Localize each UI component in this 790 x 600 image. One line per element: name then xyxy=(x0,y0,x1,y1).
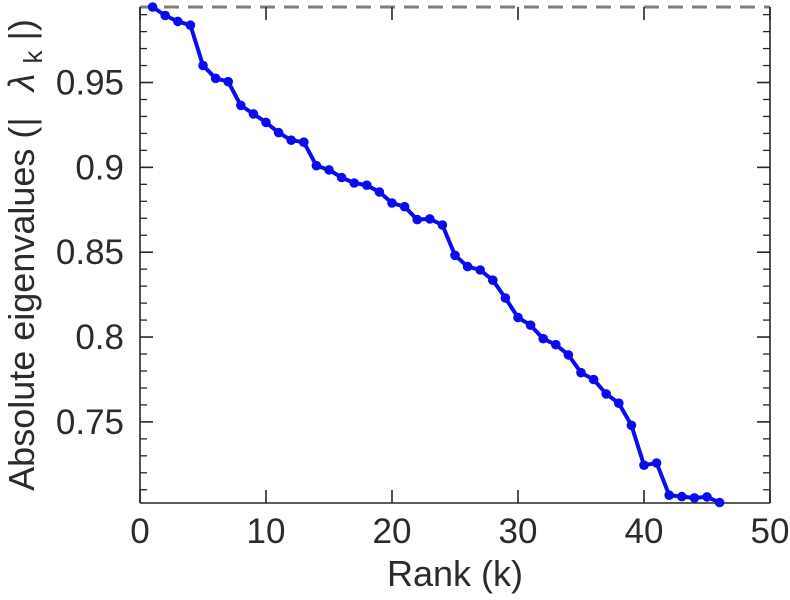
data-point xyxy=(601,389,611,399)
data-point xyxy=(273,127,284,138)
data-point xyxy=(702,492,712,502)
data-point xyxy=(450,250,460,261)
data-point xyxy=(198,60,208,71)
y-tick-label: 0.8 xyxy=(75,318,124,357)
data-point xyxy=(689,493,700,503)
data-point xyxy=(488,275,498,286)
data-point xyxy=(500,293,511,303)
data-point xyxy=(324,165,334,175)
data-point xyxy=(614,398,624,409)
y-tick-label: 0.95 xyxy=(56,64,124,103)
data-point xyxy=(160,10,170,21)
lambda-symbol: λ xyxy=(1,74,42,94)
plot-area: 0 10 20 30 40 50 0.75 0.8 0.85 0.9 0.95 xyxy=(56,2,790,551)
y-tick-label: 0.85 xyxy=(56,233,124,272)
data-point xyxy=(639,460,649,471)
data-point xyxy=(576,367,586,378)
data-point xyxy=(173,16,183,27)
data-point xyxy=(677,491,687,502)
data-point xyxy=(349,178,360,188)
data-point xyxy=(248,109,259,119)
data-point xyxy=(261,117,271,128)
data-point xyxy=(311,160,322,171)
data-point xyxy=(588,374,599,385)
data-point xyxy=(714,497,725,508)
data-point xyxy=(513,312,523,323)
lambda-subscript: k xyxy=(18,50,48,64)
x-tick-label: 50 xyxy=(751,512,790,551)
data-point xyxy=(362,180,372,190)
y-tick-label: 0.75 xyxy=(56,403,124,442)
data-point xyxy=(412,214,423,225)
x-tick-label: 20 xyxy=(373,512,412,551)
data-point xyxy=(336,172,347,183)
x-tick-label: 0 xyxy=(130,512,149,551)
data-point xyxy=(387,198,397,208)
x-tick-label: 10 xyxy=(247,512,286,551)
data-point xyxy=(223,76,233,87)
data-point xyxy=(437,220,448,230)
data-point xyxy=(551,339,561,350)
data-point xyxy=(462,261,473,272)
data-point xyxy=(147,2,158,12)
data-point xyxy=(210,73,221,84)
data-point xyxy=(538,333,548,344)
eigenvalue-line xyxy=(150,5,722,505)
data-point xyxy=(651,458,662,468)
data-point xyxy=(664,490,674,501)
data-point xyxy=(286,135,297,145)
data-point xyxy=(475,265,486,275)
x-tick-label: 40 xyxy=(625,512,664,551)
data-point xyxy=(399,201,410,212)
data-point xyxy=(299,137,309,147)
data-point xyxy=(563,350,574,360)
data-point xyxy=(425,214,435,224)
data-point xyxy=(185,20,196,31)
x-axis-label: Rank (k) xyxy=(387,553,523,594)
y-axis-label-suffix: |) xyxy=(1,19,42,40)
data-point xyxy=(374,187,385,197)
data-point xyxy=(626,420,637,431)
data-point xyxy=(525,320,536,331)
y-axis-label: Absolute eigenvalues (| λ k |) xyxy=(1,19,50,491)
data-point xyxy=(236,100,246,111)
x-tick-label: 30 xyxy=(499,512,538,551)
y-tick-label: 0.9 xyxy=(75,148,124,187)
y-axis-label-prefix: Absolute eigenvalues (| xyxy=(1,117,42,491)
